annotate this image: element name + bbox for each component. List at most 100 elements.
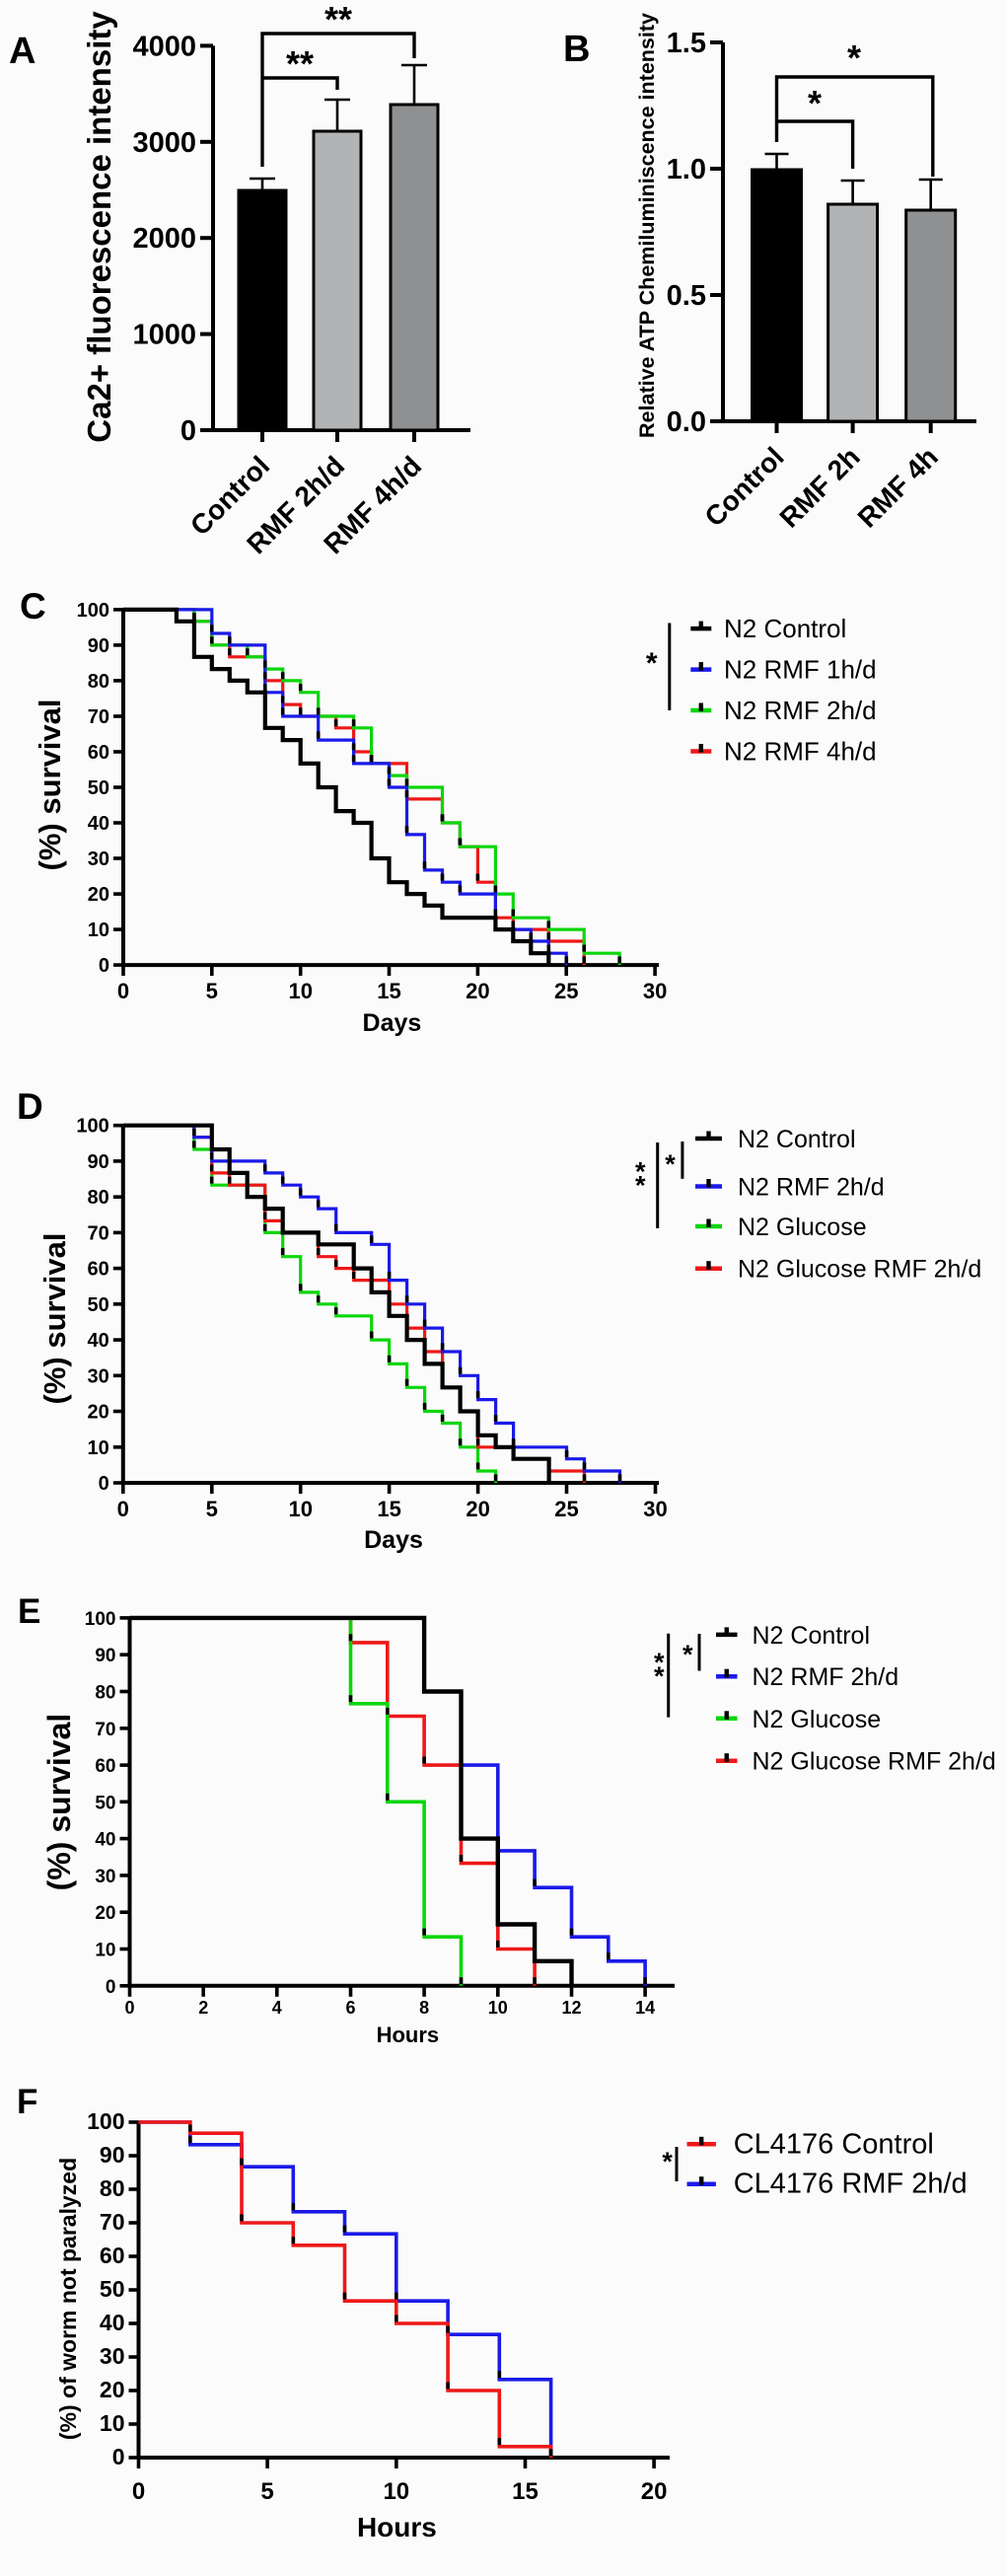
svg-text:3000: 3000 bbox=[132, 127, 196, 159]
svg-text:(%) survival: (%) survival bbox=[41, 1714, 77, 1891]
svg-text:30: 30 bbox=[88, 1365, 109, 1387]
svg-text:40: 40 bbox=[88, 1330, 109, 1352]
svg-text:20: 20 bbox=[95, 1903, 115, 1924]
svg-text:N2 Glucose: N2 Glucose bbox=[753, 1706, 882, 1733]
svg-text:*: * bbox=[635, 1171, 646, 1201]
svg-text:Days: Days bbox=[364, 1526, 423, 1554]
svg-text:100: 100 bbox=[85, 1609, 116, 1630]
svg-text:N2 Glucose: N2 Glucose bbox=[738, 1214, 867, 1241]
svg-text:0.0: 0.0 bbox=[667, 406, 706, 438]
svg-text:40: 40 bbox=[88, 813, 109, 835]
svg-text:1.5: 1.5 bbox=[667, 28, 706, 59]
svg-text:10: 10 bbox=[88, 920, 109, 941]
svg-text:*: * bbox=[646, 647, 658, 680]
svg-text:40: 40 bbox=[100, 2310, 125, 2335]
svg-text:50: 50 bbox=[95, 1793, 115, 1813]
svg-text:D: D bbox=[17, 1086, 43, 1127]
svg-text:0: 0 bbox=[112, 2444, 125, 2469]
svg-text:*: * bbox=[654, 1661, 665, 1691]
svg-text:*: * bbox=[654, 1648, 665, 1677]
svg-text:15: 15 bbox=[377, 979, 400, 1003]
svg-text:30: 30 bbox=[88, 848, 109, 870]
svg-text:15: 15 bbox=[512, 2478, 539, 2505]
svg-text:N2 RMF 2h/d: N2 RMF 2h/d bbox=[738, 1174, 885, 1202]
svg-text:0: 0 bbox=[106, 1977, 116, 1998]
svg-text:*: * bbox=[662, 2147, 673, 2176]
svg-text:*: * bbox=[635, 1157, 646, 1187]
svg-text:90: 90 bbox=[88, 635, 109, 657]
svg-text:50: 50 bbox=[88, 1294, 109, 1316]
svg-text:10: 10 bbox=[288, 979, 312, 1003]
svg-text:1.0: 1.0 bbox=[667, 154, 706, 185]
svg-text:25: 25 bbox=[554, 979, 578, 1003]
svg-text:(%) survival: (%) survival bbox=[37, 1232, 72, 1404]
svg-text:Hours: Hours bbox=[377, 2023, 440, 2047]
svg-text:A: A bbox=[9, 31, 36, 72]
svg-text:14: 14 bbox=[635, 1998, 655, 2018]
svg-text:70: 70 bbox=[95, 1720, 115, 1740]
svg-text:4000: 4000 bbox=[132, 31, 196, 62]
svg-text:Hours: Hours bbox=[357, 2512, 437, 2542]
svg-text:(%) survival: (%) survival bbox=[33, 699, 67, 870]
svg-text:**: ** bbox=[286, 43, 314, 84]
svg-text:80: 80 bbox=[88, 671, 109, 693]
svg-text:0: 0 bbox=[124, 1998, 134, 2018]
svg-text:10: 10 bbox=[88, 1437, 109, 1459]
svg-text:N2 Glucose RMF 2h/d: N2 Glucose RMF 2h/d bbox=[753, 1748, 996, 1776]
svg-text:30: 30 bbox=[643, 1497, 667, 1521]
svg-text:CL4176 RMF 2h/d: CL4176 RMF 2h/d bbox=[734, 2169, 968, 2200]
svg-text:30: 30 bbox=[95, 1867, 115, 1887]
svg-text:50: 50 bbox=[88, 777, 109, 799]
svg-text:*: * bbox=[665, 1149, 676, 1179]
svg-text:F: F bbox=[17, 2083, 37, 2121]
svg-text:100: 100 bbox=[87, 2108, 124, 2134]
svg-text:*: * bbox=[683, 1640, 693, 1669]
svg-text:0: 0 bbox=[132, 2478, 145, 2505]
svg-text:2000: 2000 bbox=[132, 223, 196, 255]
svg-text:15: 15 bbox=[377, 1497, 400, 1521]
svg-text:25: 25 bbox=[554, 1497, 578, 1521]
svg-text:Days: Days bbox=[363, 1009, 422, 1037]
svg-text:10: 10 bbox=[383, 2478, 409, 2505]
svg-text:0: 0 bbox=[180, 415, 196, 447]
svg-text:10: 10 bbox=[95, 1941, 115, 1961]
svg-text:*: * bbox=[808, 83, 822, 123]
svg-text:12: 12 bbox=[561, 1998, 581, 2018]
svg-text:30: 30 bbox=[100, 2343, 125, 2369]
svg-text:0: 0 bbox=[117, 979, 129, 1003]
svg-text:5: 5 bbox=[260, 2478, 273, 2505]
svg-text:70: 70 bbox=[100, 2209, 125, 2235]
svg-text:80: 80 bbox=[88, 1187, 109, 1209]
svg-text:100: 100 bbox=[76, 1116, 108, 1138]
svg-text:90: 90 bbox=[100, 2142, 125, 2168]
svg-text:N2 RMF 2h/d: N2 RMF 2h/d bbox=[724, 696, 877, 725]
svg-text:CL4176 Control: CL4176 Control bbox=[734, 2128, 934, 2160]
svg-text:B: B bbox=[563, 29, 590, 70]
svg-text:90: 90 bbox=[95, 1646, 115, 1666]
svg-text:0: 0 bbox=[99, 1473, 109, 1495]
svg-text:5: 5 bbox=[206, 1497, 218, 1521]
svg-text:E: E bbox=[18, 1592, 40, 1631]
svg-text:20: 20 bbox=[466, 979, 489, 1003]
svg-text:10: 10 bbox=[488, 1998, 508, 2018]
svg-text:0.5: 0.5 bbox=[667, 280, 706, 312]
svg-text:**: ** bbox=[324, 0, 352, 39]
svg-text:20: 20 bbox=[641, 2478, 668, 2505]
svg-text:N2 Control: N2 Control bbox=[724, 614, 846, 643]
svg-text:N2 Control: N2 Control bbox=[753, 1622, 871, 1650]
svg-text:40: 40 bbox=[95, 1830, 115, 1851]
svg-text:90: 90 bbox=[88, 1151, 109, 1173]
svg-text:0: 0 bbox=[117, 1497, 129, 1521]
svg-text:(%) of worm not paralyzed: (%) of worm not paralyzed bbox=[55, 2158, 81, 2440]
svg-text:2: 2 bbox=[198, 1998, 208, 2018]
svg-text:80: 80 bbox=[100, 2175, 125, 2201]
svg-text:60: 60 bbox=[88, 1259, 109, 1281]
svg-text:8: 8 bbox=[419, 1998, 429, 2018]
svg-text:*: * bbox=[847, 37, 861, 78]
svg-text:4: 4 bbox=[272, 1998, 282, 2018]
svg-text:N2 Control: N2 Control bbox=[738, 1126, 856, 1153]
svg-text:10: 10 bbox=[100, 2410, 125, 2436]
svg-text:60: 60 bbox=[95, 1756, 115, 1777]
svg-text:6: 6 bbox=[345, 1998, 355, 2018]
svg-text:N2 RMF 4h/d: N2 RMF 4h/d bbox=[724, 737, 877, 767]
